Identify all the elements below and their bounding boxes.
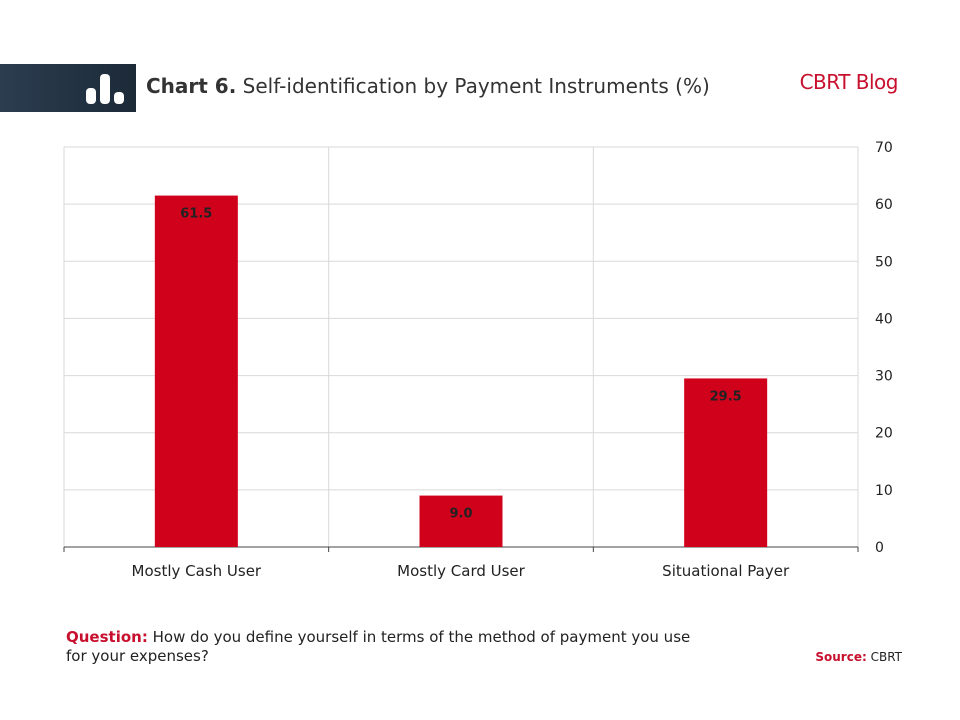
chart-title: Chart 6. Self-identification by Payment … [146,74,710,98]
bar [419,495,503,547]
bar [154,195,238,548]
y-tick-label: 0 [875,540,884,556]
data-label: 9.0 [449,507,472,522]
category-label: Mostly Card User [397,562,526,580]
y-tick-label: 30 [875,369,893,385]
y-tick-label: 20 [875,426,893,442]
y-tick-label: 50 [875,254,893,270]
y-tick-label: 70 [875,140,893,156]
y-tick-label: 60 [875,197,893,213]
question-text: How do you define yourself in terms of t… [66,628,691,665]
category-label: Situational Payer [662,562,790,580]
brand-logo-text: CBRT Blog [799,70,899,94]
data-label: 61.5 [180,207,212,222]
bar-chart: 0 10 20 30 40 50 60 70 61.5 Mostly Cash User 9.0 Mo… [63,140,893,580]
bar-chart-icon [86,74,124,104]
chart-title-text: Self-identification by Payment Instrumen… [242,74,669,98]
y-tick-label: 40 [875,311,893,327]
bar [684,378,768,547]
chart-title-unit: (%) [675,74,710,98]
header-band [0,64,136,112]
y-tick-label: 10 [875,483,893,499]
chart-title-prefix: Chart 6. [146,74,237,98]
category-label: Mostly Cash User [132,562,262,580]
question-label: Question: [66,628,148,646]
source-text: CBRT [870,650,902,664]
source-note: Source: CBRT [815,650,902,664]
question-note: Question: How do you define yourself in … [66,628,706,666]
data-label: 29.5 [710,389,742,404]
source-label: Source: [815,650,867,664]
